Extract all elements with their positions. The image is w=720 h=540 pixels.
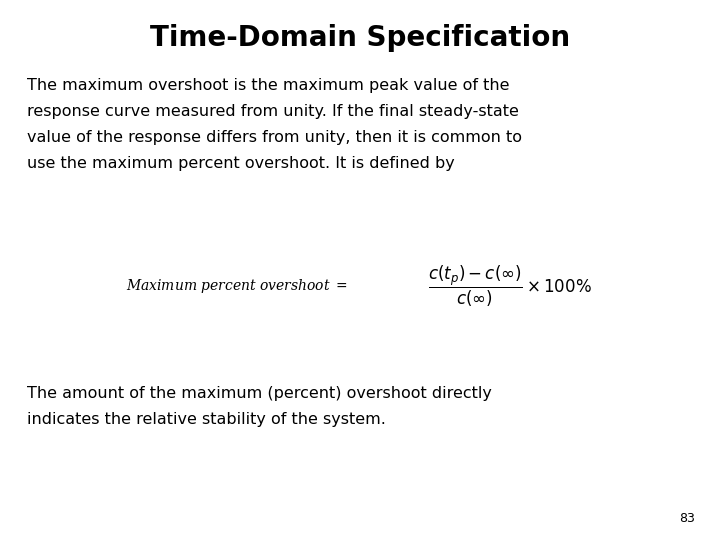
Text: 83: 83 [679, 512, 695, 525]
Text: value of the response differs from unity, then it is common to: value of the response differs from unity… [27, 130, 523, 145]
Text: Maximum percent overshoot $=$: Maximum percent overshoot $=$ [126, 277, 348, 295]
Text: response curve measured from unity. If the final steady-state: response curve measured from unity. If t… [27, 104, 519, 119]
Text: The amount of the maximum (percent) overshoot directly: The amount of the maximum (percent) over… [27, 386, 492, 401]
Text: use the maximum percent overshoot. It is defined by: use the maximum percent overshoot. It is… [27, 156, 455, 171]
Text: Time-Domain Specification: Time-Domain Specification [150, 24, 570, 52]
Text: $\dfrac{c(t_p) - c(\infty)}{c(\infty)} \times 100\%$: $\dfrac{c(t_p) - c(\infty)}{c(\infty)} \… [428, 264, 593, 309]
Text: The maximum overshoot is the maximum peak value of the: The maximum overshoot is the maximum pea… [27, 78, 510, 93]
Text: indicates the relative stability of the system.: indicates the relative stability of the … [27, 412, 386, 427]
